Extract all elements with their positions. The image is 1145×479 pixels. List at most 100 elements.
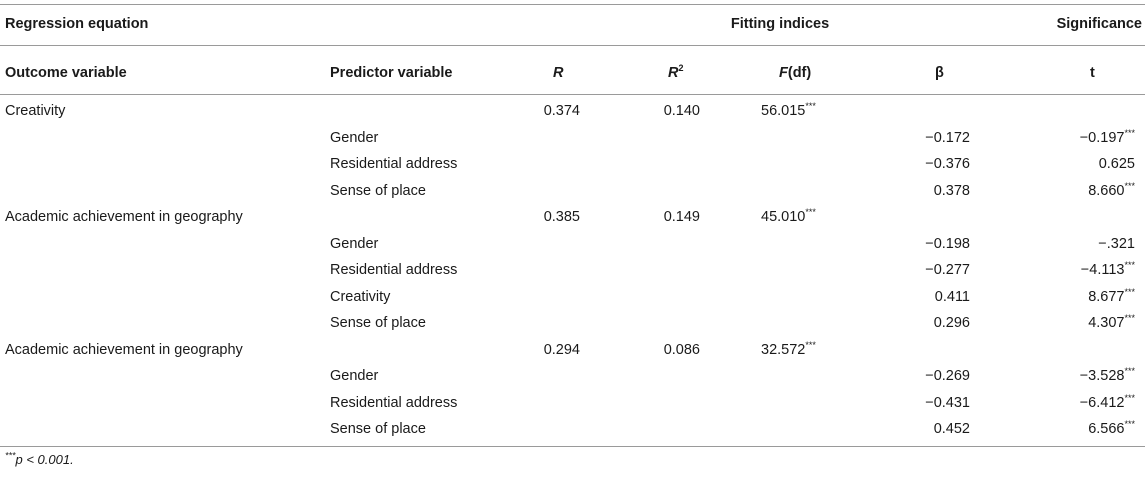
cell-t-significance: *** [1124,180,1135,191]
table-row: Creativity 0.411 8.677*** [0,284,1145,311]
cell-f: 45.010*** [761,204,816,231]
header-significance: Significance [1056,16,1142,32]
cell-f-value: 56.015 [761,103,806,119]
cell-beta: 0.452 [933,421,970,437]
table-body: Creativity 0.374 0.140 56.015*** Gender −0.17… [0,98,1145,443]
cell-t: 6.566*** [1020,416,1135,443]
cell-predictor: Creativity [330,288,391,305]
cell-t-value: 8.660 [1088,182,1125,199]
column-f-letter: F [779,65,788,81]
cell-predictor: Gender [330,129,379,146]
cell-t-value: 8.677 [1088,288,1125,305]
cell-predictor: Residential address [330,394,458,411]
cell-t-significance: *** [1124,260,1135,271]
cell-f-significance: *** [805,207,816,218]
table-row: Academic achievement in geography 0.385 0.… [0,204,1145,231]
cell-t: −4.113*** [1020,257,1135,284]
cell-t: −3.528*** [1020,363,1135,390]
cell-predictor: Residential address [330,262,458,278]
cell-predictor: Gender [330,368,379,384]
footnote: ***p < 0.001. [5,450,74,467]
cell-t-value: −3.528 [1079,368,1125,384]
cell-t-significance: *** [1124,419,1135,430]
cell-t: −0.197*** [1020,125,1135,152]
cell-f: 32.572*** [761,337,816,364]
header-group-row: Regression equation Fitting indices Sign… [0,4,1145,44]
cell-r-squared: 0.149 [663,209,700,225]
cell-f-significance: *** [805,339,816,350]
table-row: Sense of place 0.296 4.307*** [0,310,1145,337]
cell-t-significance: *** [1124,313,1135,324]
footnote-stars: *** [5,450,16,461]
cell-r: 0.374 [543,103,580,119]
cell-t-value: −.321 [1098,235,1135,252]
cell-t-significance: *** [1124,392,1135,403]
column-r-squared-base: R [668,65,679,81]
cell-beta: −0.172 [925,129,970,146]
column-r-squared-sup: 2 [678,63,684,74]
table-row: Gender −0.269 −3.528*** [0,363,1145,390]
table-row: Sense of place 0.452 6.566*** [0,416,1145,443]
cell-r: 0.294 [543,341,580,358]
cell-t: 4.307*** [1020,310,1135,337]
table-row: Gender −0.172 −0.197*** [0,125,1145,152]
cell-t: −.321 [1020,231,1135,258]
cell-beta: 0.378 [933,182,970,199]
cell-outcome: Academic achievement in geography [5,341,243,358]
cell-r-squared: 0.086 [663,341,700,358]
cell-beta: −0.198 [925,235,970,252]
cell-t: 8.660*** [1020,178,1135,205]
cell-t-significance: *** [1124,286,1135,297]
cell-f: 56.015*** [761,98,816,125]
cell-t-value: 4.307 [1088,315,1125,331]
cell-beta: 0.411 [934,288,970,305]
table-row: Residential address −0.431 −6.412*** [0,390,1145,417]
top-rule [0,4,1145,5]
cell-predictor: Sense of place [330,182,426,199]
header-bottom-rule [0,94,1145,95]
header-columns-row: Outcome variable Predictor variable R R2… [0,53,1145,93]
cell-beta: 0.296 [933,315,970,331]
column-f-rest: (df) [787,65,812,81]
cell-t: 0.625 [1020,151,1135,178]
header-regression-equation: Regression equation [5,16,149,32]
column-f-df: F(df) [779,53,811,93]
footnote-text: p < 0.001. [15,452,74,467]
column-predictor-variable: Predictor variable [330,65,453,81]
cell-predictor: Sense of place [330,315,426,331]
cell-f-value: 45.010 [761,209,806,225]
cell-t: 8.677*** [1020,284,1135,311]
cell-predictor: Sense of place [330,421,426,437]
table-row: Residential address −0.376 0.625 [0,151,1145,178]
regression-table: Regression equation Fitting indices Sign… [0,4,1145,437]
cell-t-value: −4.113 [1080,262,1125,278]
cell-t: −6.412*** [1020,390,1135,417]
cell-predictor: Residential address [330,156,458,172]
table-row: Residential address −0.277 −4.113*** [0,257,1145,284]
column-t: t [1090,65,1095,81]
table-row: Sense of place 0.378 8.660*** [0,178,1145,205]
table-row: Academic achievement in geography 0.294 0.… [0,337,1145,364]
cell-outcome: Academic achievement in geography [5,209,243,225]
cell-r: 0.385 [543,209,580,225]
column-beta: β [935,65,944,81]
cell-t-value: −6.412 [1079,394,1125,411]
header-fitting-indices: Fitting indices [730,16,830,32]
cell-t-significance: *** [1124,127,1135,138]
table-row: Creativity 0.374 0.140 56.015*** [0,98,1145,125]
cell-t-significance: *** [1124,366,1135,377]
cell-predictor: Gender [330,235,379,252]
cell-beta: −0.431 [925,394,970,411]
cell-t-value: −0.197 [1079,129,1125,146]
cell-beta: −0.269 [925,368,970,384]
cell-r-squared: 0.140 [663,103,700,119]
header-divider [0,45,1145,46]
cell-f-significance: *** [805,101,816,112]
column-outcome-variable: Outcome variable [5,65,127,81]
column-r-squared: R2 [668,53,684,93]
cell-beta: −0.376 [925,156,970,172]
cell-t-value: 6.566 [1088,421,1125,437]
bottom-rule [0,446,1145,447]
cell-beta: −0.277 [925,262,970,278]
table-row: Gender −0.198 −.321 [0,231,1145,258]
